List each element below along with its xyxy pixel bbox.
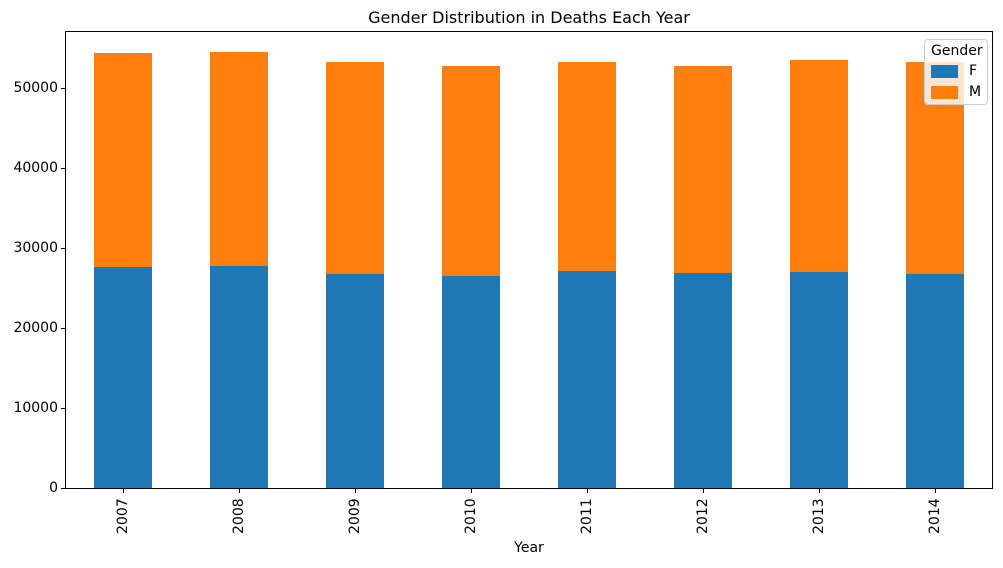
x-tick-label: 2008 [231, 498, 247, 534]
bar-segment-F-2012 [674, 273, 732, 488]
y-tick [61, 407, 65, 409]
legend-swatch-M [931, 85, 958, 99]
bar-segment-M-2012 [674, 65, 732, 274]
bar-segment-F-2010 [442, 276, 500, 488]
x-axis-label: Year [514, 540, 544, 556]
x-tick [238, 489, 240, 493]
bar-segment-M-2010 [442, 66, 500, 277]
y-tick-label: 20000 [13, 319, 58, 336]
y-tick-label: 50000 [13, 79, 58, 96]
x-tick [122, 489, 124, 493]
bar-segment-F-2013 [790, 272, 848, 488]
x-tick-label: 2007 [115, 498, 131, 534]
legend-entry-label: M [969, 84, 982, 100]
bar-segment-F-2014 [906, 273, 964, 488]
x-tick-label: 2014 [927, 498, 943, 534]
bar-segment-M-2011 [558, 62, 616, 272]
y-tick [61, 327, 65, 329]
x-tick [818, 489, 820, 493]
bar-segment-M-2009 [326, 62, 384, 274]
y-tick-label: 0 [49, 479, 58, 496]
bar-segment-M-2007 [94, 52, 152, 268]
y-tick [61, 247, 65, 249]
x-tick-label: 2012 [695, 498, 711, 534]
y-tick-label: 40000 [13, 159, 58, 176]
bar-segment-F-2009 [326, 274, 384, 488]
y-tick [61, 167, 65, 169]
bar-segment-M-2008 [210, 51, 268, 266]
legend-title: Gender [931, 43, 983, 59]
x-tick [470, 489, 472, 493]
y-tick [61, 487, 65, 489]
legend-entry-label: F [969, 63, 978, 79]
x-tick [934, 489, 936, 493]
legend-swatch-F [931, 64, 958, 78]
x-tick-label: 2011 [579, 498, 595, 534]
y-tick-label: 10000 [13, 399, 58, 416]
legend-entry: M [931, 84, 981, 100]
x-tick [354, 489, 356, 493]
bar-segment-F-2007 [94, 267, 152, 488]
x-tick [586, 489, 588, 493]
x-tick-label: 2010 [463, 498, 479, 534]
x-tick-label: 2009 [347, 498, 363, 534]
x-tick-label: 2013 [811, 498, 827, 534]
chart-title: Gender Distribution in Deaths Each Year [368, 8, 690, 27]
y-tick [61, 87, 65, 89]
x-tick [702, 489, 704, 493]
bar-segment-F-2011 [558, 271, 616, 488]
y-tick-label: 30000 [13, 239, 58, 256]
bar-segment-M-2013 [790, 60, 848, 272]
bar-segment-F-2008 [210, 266, 268, 488]
legend-entry: F [931, 63, 981, 79]
